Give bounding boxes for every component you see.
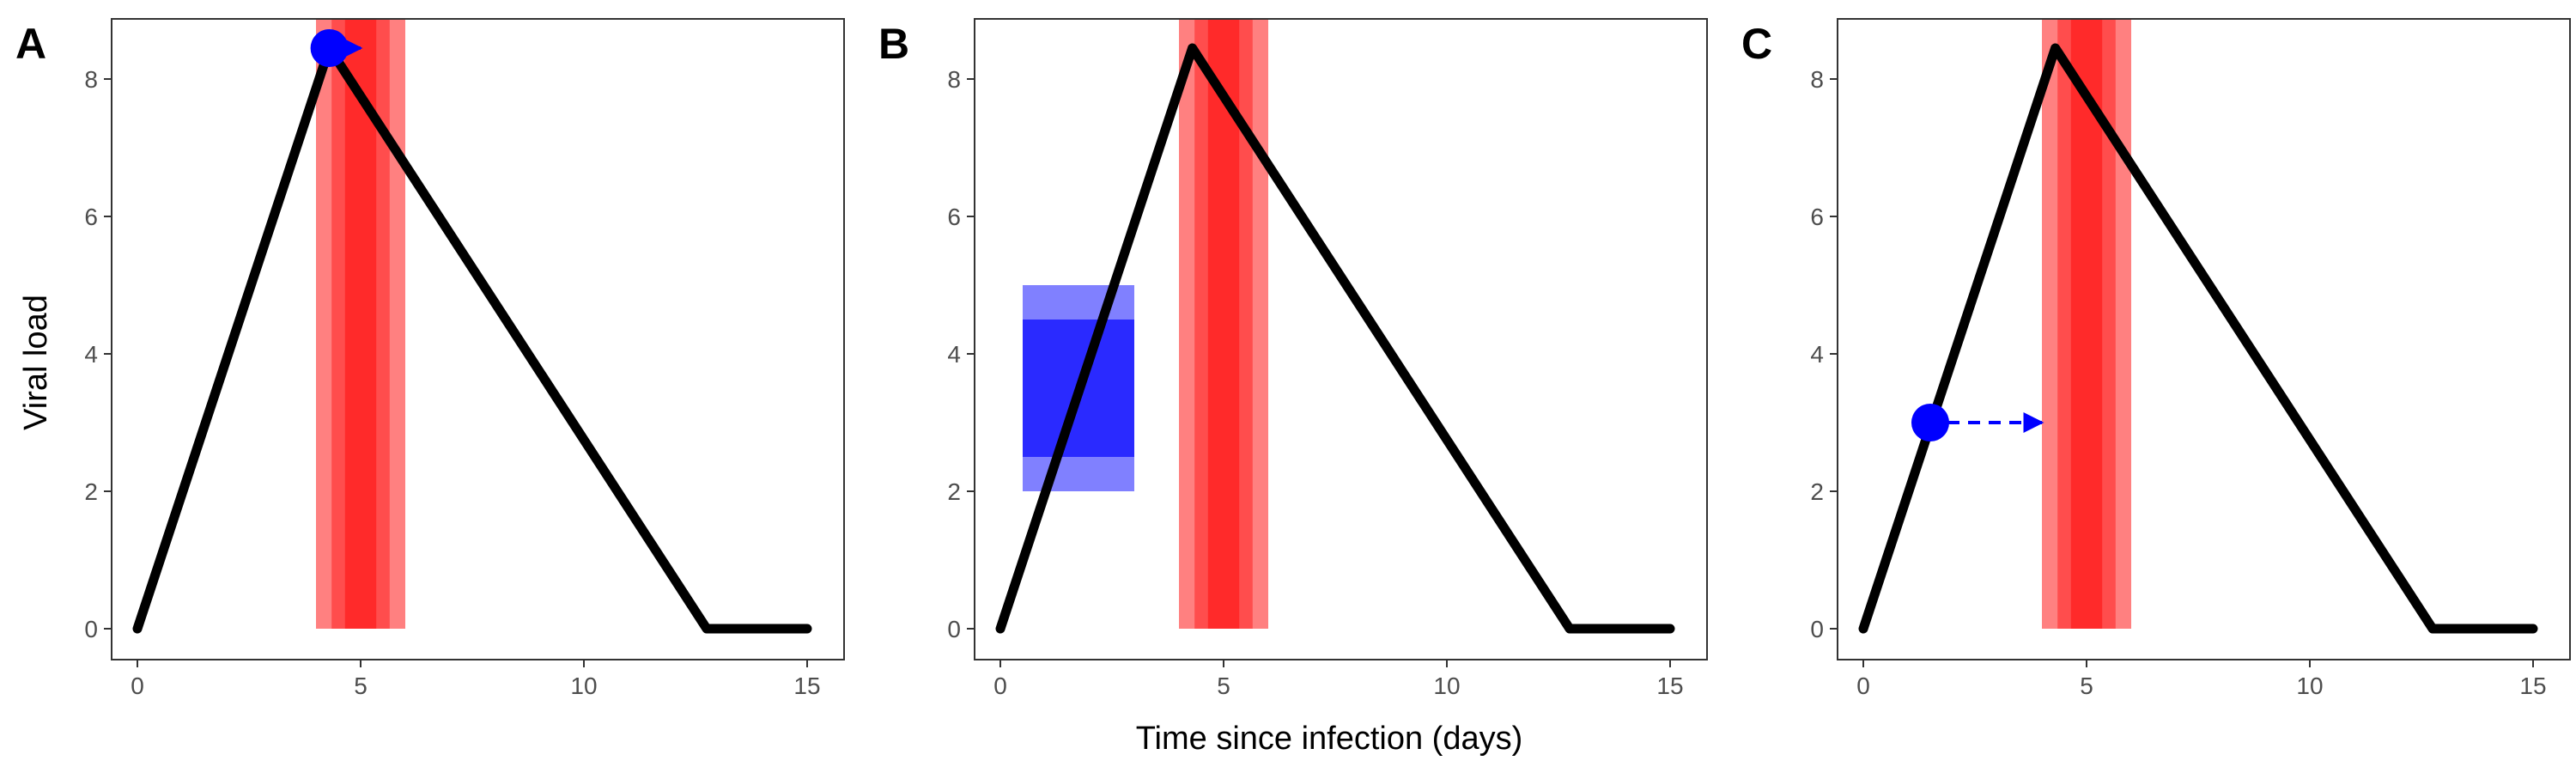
x-axis-title: Time since infection (days) <box>1136 721 1523 757</box>
panel-tag: A <box>15 20 46 68</box>
y-tick-label: 8 <box>84 66 98 93</box>
y-tick-label: 2 <box>84 478 98 505</box>
y-axis-title: Viral load <box>18 295 54 430</box>
y-tick-label: 8 <box>1810 66 1824 93</box>
viral-load-line <box>995 43 1675 634</box>
panel-b: B 0 5 10 15 0 2 4 6 8 <box>878 18 1708 699</box>
x-tick-label: 15 <box>1656 673 1683 699</box>
viral-load-line <box>132 43 812 634</box>
x-tick-label: 0 <box>993 673 1007 699</box>
y-tick-label: 2 <box>947 478 961 505</box>
viral-load-line <box>1858 43 2538 634</box>
y-tick-label: 6 <box>84 204 98 230</box>
panels: A 0 5 10 15 0 2 4 6 8 B 0 5 10 15 0 2 4 6 8 C 0 5 10 15 0 2 4 6 8 <box>15 18 2571 699</box>
x-tick-label: 10 <box>2296 673 2323 699</box>
y-tick-label: 4 <box>947 341 961 368</box>
x-tick-label: 5 <box>354 673 368 699</box>
y-tick-label: 4 <box>84 341 98 368</box>
x-tick-label: 15 <box>2519 673 2546 699</box>
y-tick-label: 2 <box>1810 478 1824 505</box>
x-tick-label: 10 <box>1433 673 1460 699</box>
x-tick-label: 0 <box>1856 673 1870 699</box>
y-tick-label: 0 <box>1810 616 1824 642</box>
y-tick-label: 0 <box>947 616 961 642</box>
panel-a: A 0 5 10 15 0 2 4 6 8 <box>15 18 845 699</box>
panel-frame <box>1837 18 2571 660</box>
test-marker <box>310 29 349 67</box>
panel-frame <box>111 18 845 660</box>
y-tick-label: 6 <box>947 204 961 230</box>
panel-frame <box>974 18 1708 660</box>
x-tick-label: 5 <box>1217 673 1230 699</box>
x-tick-label: 5 <box>2080 673 2093 699</box>
y-tick-label: 4 <box>1810 341 1824 368</box>
panel-tag: B <box>878 20 909 68</box>
x-tick-label: 10 <box>570 673 597 699</box>
y-tick-label: 6 <box>1810 204 1824 230</box>
y-tick-label: 8 <box>947 66 961 93</box>
y-tick-label: 0 <box>84 616 98 642</box>
panel-tag: C <box>1741 20 1772 68</box>
panel-c: C 0 5 10 15 0 2 4 6 8 <box>1741 18 2571 699</box>
x-tick-label: 15 <box>793 673 820 699</box>
x-tick-label: 0 <box>131 673 144 699</box>
test-marker <box>1911 404 1949 441</box>
